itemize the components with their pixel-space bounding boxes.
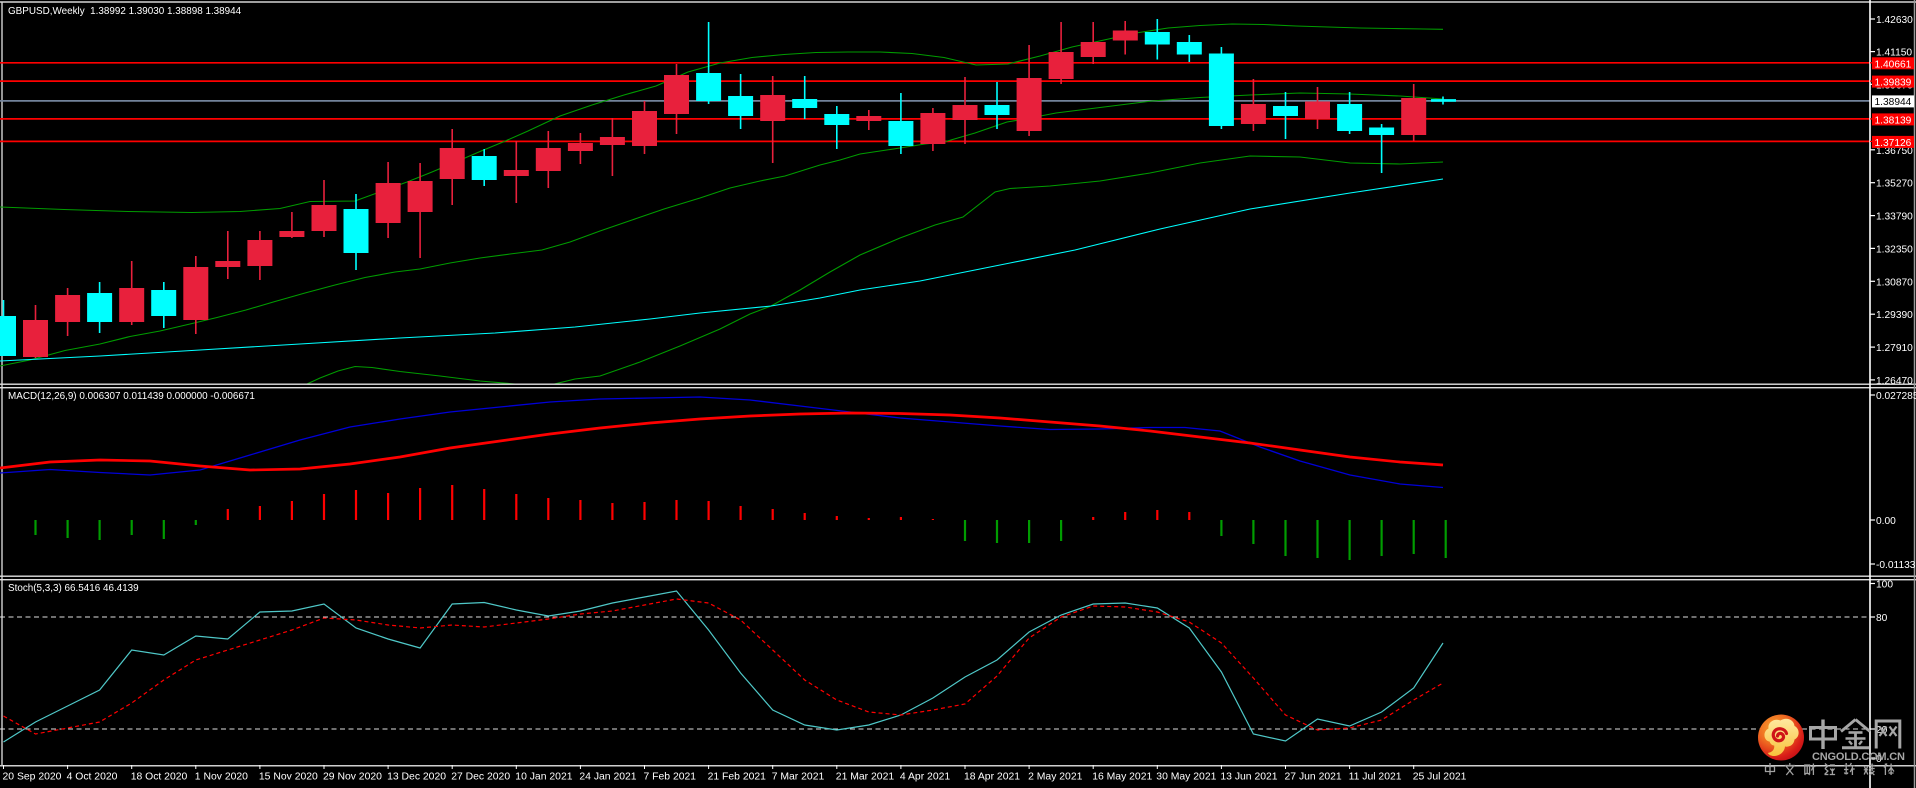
svg-text:1.32350: 1.32350	[1876, 244, 1913, 255]
svg-text:0: 0	[1876, 754, 1882, 765]
svg-text:0.00: 0.00	[1876, 516, 1896, 527]
svg-text:4 Oct 2020: 4 Oct 2020	[67, 772, 118, 783]
svg-text:1.27910: 1.27910	[1876, 343, 1913, 354]
svg-text:1 Nov 2020: 1 Nov 2020	[195, 772, 248, 783]
svg-text:1.38944: 1.38944	[1875, 97, 1912, 108]
svg-text:0.027285: 0.027285	[1876, 391, 1916, 402]
svg-text:1.26470: 1.26470	[1876, 376, 1913, 387]
svg-text:13 Dec 2020: 13 Dec 2020	[387, 772, 446, 783]
svg-text:80: 80	[1876, 613, 1888, 624]
svg-text:4 Apr 2021: 4 Apr 2021	[900, 772, 950, 783]
svg-text:1.36750: 1.36750	[1876, 146, 1913, 157]
svg-text:7 Mar 2021: 7 Mar 2021	[772, 772, 825, 783]
svg-text:1.35270: 1.35270	[1876, 179, 1913, 190]
svg-text:2 May 2021: 2 May 2021	[1028, 772, 1083, 783]
svg-text:7 Feb 2021: 7 Feb 2021	[644, 772, 697, 783]
svg-text:CNGOLD.COM.CN: CNGOLD.COM.CN	[1812, 751, 1905, 763]
svg-text:1.37126: 1.37126	[1875, 138, 1912, 149]
svg-text:1.40661: 1.40661	[1875, 59, 1912, 70]
svg-text:11 Jul 2021: 11 Jul 2021	[1349, 772, 1402, 783]
svg-text:Stoch(5,3,3) 66.5416 46.4139: Stoch(5,3,3) 66.5416 46.4139	[8, 583, 139, 594]
svg-text:29 Nov 2020: 29 Nov 2020	[323, 772, 382, 783]
svg-text:30 May 2021: 30 May 2021	[1156, 772, 1216, 783]
svg-text:21 Mar 2021: 21 Mar 2021	[836, 772, 895, 783]
svg-text:15 Nov 2020: 15 Nov 2020	[259, 772, 318, 783]
svg-text:20 Sep 2020: 20 Sep 2020	[3, 772, 62, 783]
svg-text:18 Oct 2020: 18 Oct 2020	[131, 772, 188, 783]
svg-text:100: 100	[1876, 580, 1893, 591]
svg-text:1.30870: 1.30870	[1876, 277, 1913, 288]
svg-text:1.33790: 1.33790	[1876, 212, 1913, 223]
svg-text:1.42630: 1.42630	[1876, 15, 1913, 26]
svg-text:25 Jul 2021: 25 Jul 2021	[1413, 772, 1467, 783]
svg-text:13 Jun 2021: 13 Jun 2021	[1220, 772, 1277, 783]
svg-text:27 Dec 2020: 27 Dec 2020	[451, 772, 510, 783]
svg-text:1.38139: 1.38139	[1875, 115, 1912, 126]
svg-text:1.41150: 1.41150	[1876, 48, 1912, 59]
svg-text:1.29390: 1.29390	[1876, 310, 1913, 321]
svg-text:1.39839: 1.39839	[1875, 78, 1912, 89]
svg-text:18 Apr 2021: 18 Apr 2021	[964, 772, 1020, 783]
svg-text:10 Jan 2021: 10 Jan 2021	[515, 772, 572, 783]
svg-text:24 Jan 2021: 24 Jan 2021	[579, 772, 636, 783]
svg-text:27 Jun 2021: 27 Jun 2021	[1285, 772, 1342, 783]
svg-text:21 Feb 2021: 21 Feb 2021	[708, 772, 767, 783]
svg-text:GBPUSD,Weekly 1.38992 1.39030: GBPUSD,Weekly 1.38992 1.39030 1.38898 1.…	[8, 6, 242, 17]
svg-text:MACD(12,26,9) 0.006307 0.01143: MACD(12,26,9) 0.006307 0.011439 0.000000…	[8, 391, 255, 402]
svg-text:16 May 2021: 16 May 2021	[1092, 772, 1152, 783]
